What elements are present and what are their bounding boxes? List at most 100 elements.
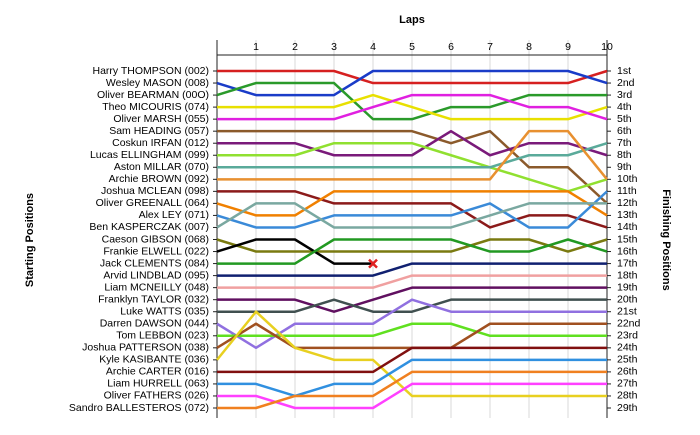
lap-line (217, 370, 607, 410)
y-tick-label: Frankie ELWELL (022) (103, 245, 209, 257)
y2-tick-label: 24th (617, 342, 638, 354)
y-tick-label: Oliver MARSH (055) (113, 113, 209, 125)
y-tick-label: Oliver FATHERS (026) (104, 390, 209, 402)
y2-tick-label: 17th (617, 257, 638, 269)
y-tick-label: Luke WATTS (035) (120, 305, 209, 317)
y2-tick-label: 13th (617, 209, 638, 221)
y2-tick-label: 7th (617, 137, 632, 149)
lap-line (217, 141, 608, 193)
lap-line (217, 69, 608, 85)
y2-tick-label: 14th (617, 221, 638, 233)
y2-tick-label: 1st (617, 65, 631, 77)
lap-line (217, 262, 607, 277)
lap-line (216, 238, 373, 265)
y2-tick-label: 12th (617, 197, 638, 209)
lap-line (217, 238, 608, 265)
lap-line (216, 238, 608, 253)
lap-line (217, 129, 608, 157)
y2-tick-label: 22nd (617, 318, 641, 330)
lap-line (217, 129, 608, 205)
lap-line (217, 358, 607, 398)
y-tick-label: Joshua MCLEAN (098) (101, 185, 209, 197)
lap-line (217, 298, 607, 313)
lap-line (217, 129, 608, 181)
lap-line (217, 93, 608, 121)
y2-tick-label: 8th (617, 149, 632, 161)
y-tick-label: Oliver GREENALL (064) (96, 197, 209, 209)
x-tick-label: 8 (526, 41, 532, 53)
x-tick-label: 5 (409, 41, 415, 53)
y-tick-label: Theo MICOURIS (074) (102, 101, 209, 113)
lap-line (216, 69, 608, 97)
x-tick-label: 1 (253, 41, 259, 53)
y-tick-label: Coskun IRFAN (012) (112, 137, 209, 149)
y2-tick-label: 11th (617, 185, 637, 197)
y2-tick-label: 27th (617, 378, 638, 390)
y2-tick-label: 20th (617, 293, 638, 305)
y-tick-label: Liam HURRELL (063) (107, 378, 209, 390)
y-tick-label: Kyle KASIBANTE (036) (99, 354, 209, 366)
y2-tick-label: 28th (617, 390, 638, 402)
x-tick-label: 7 (487, 41, 493, 53)
y-tick-label: Sandro BALLESTEROS (072) (69, 402, 209, 414)
y2-axis-label: Finishing Positions (660, 189, 672, 290)
y2-tick-label: 19th (617, 281, 638, 293)
y2-tick-label: 2nd (617, 77, 635, 89)
lap-line (217, 382, 607, 410)
y-tick-label: Sam HEADING (057) (109, 125, 209, 137)
lap-line (216, 202, 607, 229)
y-tick-label: Wesley MASON (008) (106, 77, 209, 89)
y2-tick-label: 10th (617, 173, 638, 185)
lap-line (217, 274, 607, 289)
y-tick-label: Aston MILLAR (070) (114, 161, 209, 173)
lap-line (217, 142, 608, 169)
lap-line (216, 298, 607, 350)
lap-line (216, 81, 607, 121)
y2-tick-label: 5th (617, 113, 632, 125)
y2-tick-label: 23rd (617, 330, 638, 342)
chart-title: Laps (399, 14, 425, 26)
y2-tick-label: 18th (617, 269, 638, 281)
lap-line (217, 286, 607, 313)
y-tick-label: Ben KASPERCZAK (007) (89, 221, 209, 233)
x-tick-label: 9 (565, 41, 571, 53)
y-tick-label: Archie CARTER (016) (106, 366, 209, 378)
y-tick-label: Franklyn TAYLOR (032) (98, 293, 209, 305)
retired-marker (368, 258, 378, 269)
y-tick-label: Liam MCNEILLY (048) (104, 281, 209, 293)
y-tick-label: Darren DAWSON (044) (100, 318, 209, 330)
y2-tick-label: 9th (617, 161, 632, 173)
y2-tick-label: 21st (617, 305, 637, 317)
y-tick-label: Caeson GIBSON (068) (102, 233, 209, 245)
lap-line (216, 190, 608, 229)
y2-tick-label: 25th (617, 354, 638, 366)
x-tick-label: 6 (448, 41, 454, 53)
y2-tick-label: 4th (617, 101, 632, 113)
lap-line (217, 190, 608, 229)
x-tick-label: 4 (370, 41, 376, 53)
y-tick-label: Harry THOMPSON (002) (93, 65, 210, 77)
y-axis-label: Starting Positions (24, 193, 36, 287)
y-tick-label: Joshua PATTERSON (038) (82, 342, 209, 354)
lap-line (217, 93, 608, 121)
y2-tick-label: 29th (617, 402, 638, 414)
x-tick-label: 3 (331, 41, 337, 53)
y2-tick-label: 15th (617, 233, 638, 245)
y2-tick-label: 16th (617, 245, 638, 257)
y-tick-label: Tom LEBBON (023) (116, 330, 209, 342)
y-tick-label: Arvid LINDBLAD (095) (103, 269, 209, 281)
y-tick-label: Archie BROWN (092) (109, 173, 209, 185)
lap-line (217, 346, 607, 374)
y-tick-label: Oliver BEARMAN (00O) (97, 89, 209, 101)
y-tick-label: Jack CLEMENTS (084) (100, 257, 209, 269)
y2-tick-label: 6th (617, 125, 632, 137)
y2-tick-label: 26th (617, 366, 638, 378)
lap-line (216, 190, 608, 217)
x-tick-label: 2 (292, 41, 298, 53)
lap-line (216, 310, 607, 398)
y-tick-label: Lucas ELLINGHAM (099) (90, 149, 209, 161)
y-tick-label: Alex LEY (071) (139, 209, 209, 221)
y2-tick-label: 3rd (617, 89, 632, 101)
